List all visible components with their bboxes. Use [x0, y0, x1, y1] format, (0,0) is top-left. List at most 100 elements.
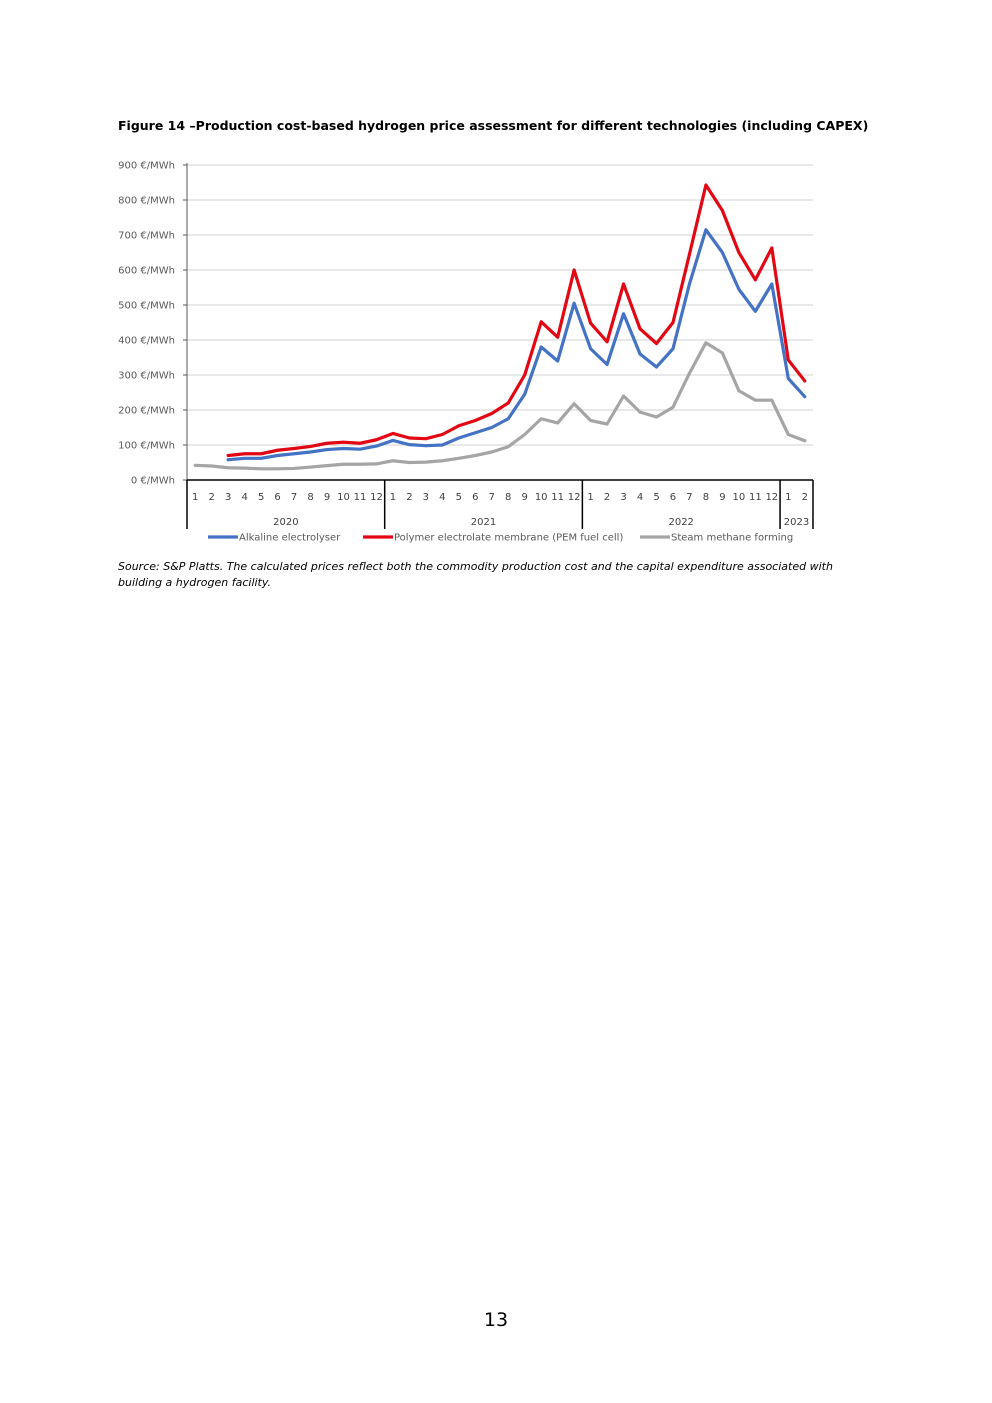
data-point	[753, 278, 757, 282]
data-point	[506, 401, 510, 405]
data-point	[473, 431, 477, 435]
data-point	[375, 462, 378, 466]
x-tick-label: 10	[535, 492, 548, 503]
data-point	[753, 309, 757, 313]
y-tick-label: 700 €/MWh	[118, 231, 175, 242]
data-point	[655, 342, 658, 345]
legend: Alkaline electrolyser Polymer electrolate…	[208, 533, 793, 544]
data-point	[440, 443, 444, 447]
data-point	[622, 394, 625, 398]
data-point	[490, 412, 494, 415]
year-label: 2023	[784, 517, 809, 528]
data-point	[407, 436, 411, 440]
series-line-steam-methane-forming	[193, 341, 807, 471]
data-point	[770, 246, 774, 250]
data-point	[490, 426, 494, 429]
data-point	[375, 438, 378, 442]
data-point	[704, 341, 708, 345]
data-point	[342, 447, 345, 450]
x-tick-label: 6	[670, 492, 676, 503]
page-number: 13	[483, 1309, 509, 1331]
x-tick-label: 2	[406, 492, 412, 503]
data-point	[572, 402, 576, 406]
x-tick-label: 3	[620, 492, 626, 503]
figure-title: Figure 14 –Production cost-based hydroge…	[118, 118, 869, 133]
data-point	[737, 389, 741, 393]
x-tick-label: 11	[354, 492, 367, 503]
data-point	[523, 392, 527, 396]
data-point	[226, 454, 230, 457]
data-point	[226, 458, 230, 462]
data-point	[424, 460, 428, 464]
data-point	[572, 301, 576, 305]
data-point	[605, 363, 609, 366]
data-point	[688, 371, 691, 375]
data-point	[276, 448, 280, 452]
data-point	[391, 439, 395, 442]
legend-label: Steam methane forming	[671, 533, 793, 544]
data-point	[243, 452, 247, 456]
data-point	[622, 312, 625, 316]
x-tick-label: 3	[225, 492, 231, 503]
y-tick-label: 100 €/MWh	[118, 441, 175, 452]
x-tick-label: 7	[489, 492, 495, 503]
data-point	[457, 456, 461, 460]
data-point	[638, 352, 642, 356]
x-tick-label: 7	[686, 492, 692, 503]
data-point	[473, 419, 477, 422]
data-point	[226, 466, 230, 470]
series-lines	[193, 183, 807, 471]
data-point	[490, 450, 494, 454]
data-point	[556, 421, 560, 425]
data-point	[803, 395, 807, 399]
x-tick-label: 2	[604, 492, 610, 503]
data-point	[358, 462, 362, 466]
x-tick-label: 6	[274, 492, 280, 503]
data-point	[440, 433, 444, 436]
data-point	[391, 459, 395, 463]
x-tick-label: 11	[749, 492, 762, 503]
x-tick-label: 6	[472, 492, 478, 503]
data-point	[243, 456, 247, 460]
data-point	[424, 444, 428, 448]
data-point	[375, 444, 378, 448]
data-point	[572, 268, 576, 272]
series-line-alkaline-electrolyser	[226, 228, 807, 462]
x-tick-label: 10	[337, 492, 350, 503]
data-point	[473, 454, 477, 457]
data-point	[325, 441, 329, 445]
year-label: 2021	[471, 517, 496, 528]
data-point	[391, 432, 395, 435]
data-point	[688, 252, 691, 256]
x-tick-label: 1	[192, 492, 198, 503]
data-point	[803, 379, 807, 383]
data-point	[342, 440, 345, 444]
data-point	[440, 459, 444, 463]
x-axis-month-ticks: 1 2 3 4 5 6 7 8 9 10 11 12 1 2 3 4 5 6 7 8 9 10 11 12 1 2 3 4 5 6 7 8 9 1…	[192, 492, 808, 503]
data-point	[638, 410, 642, 414]
data-point	[770, 398, 774, 402]
data-point	[210, 464, 214, 468]
data-point	[720, 209, 724, 212]
y-tick-label: 600 €/MWh	[118, 266, 175, 277]
data-point	[803, 439, 807, 443]
x-tick-label: 5	[456, 492, 462, 503]
data-point	[325, 464, 329, 468]
x-tick-label: 2	[209, 492, 215, 503]
data-point	[292, 452, 296, 456]
data-point	[688, 282, 691, 286]
data-point	[786, 433, 790, 436]
x-tick-label: 8	[703, 492, 709, 503]
data-point	[622, 282, 625, 286]
x-tick-label: 4	[241, 492, 247, 503]
data-point	[671, 321, 675, 324]
x-tick-label: 4	[637, 492, 643, 503]
figure-caption: Source: S&P Platts. The calculated price…	[118, 560, 833, 589]
data-point	[276, 467, 280, 471]
data-point	[589, 419, 593, 422]
data-point	[325, 448, 329, 451]
data-point	[292, 447, 296, 450]
data-point	[605, 340, 609, 344]
data-point	[259, 467, 263, 471]
x-axis-year-groups: 2020 2021 2022 2023	[186, 480, 814, 529]
